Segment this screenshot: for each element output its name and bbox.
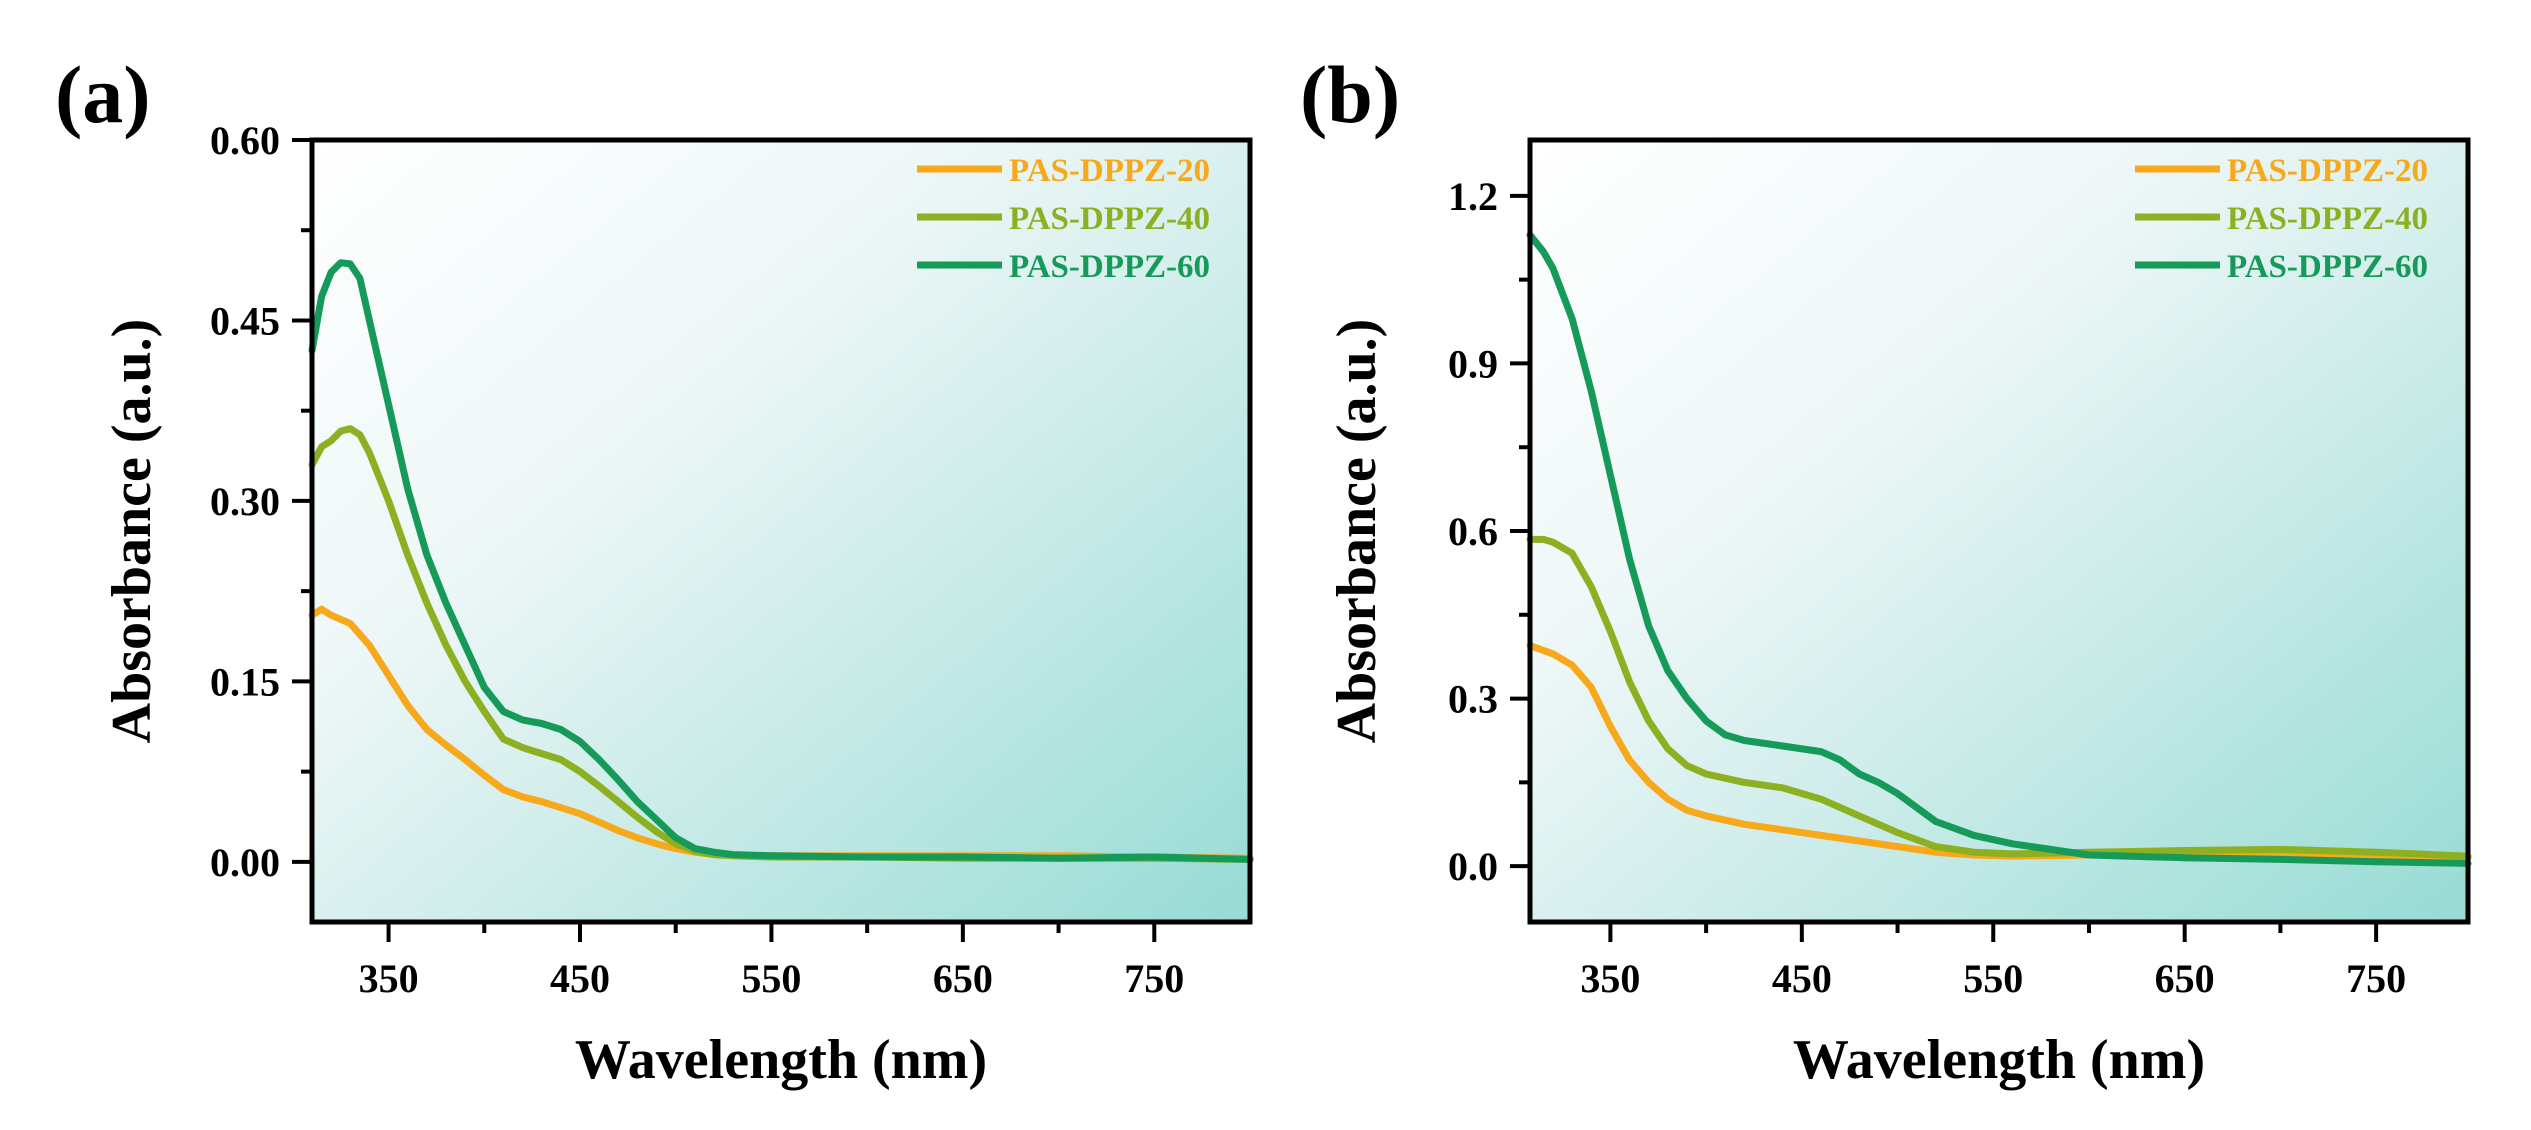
panel-b: (b) 350 450 550 650 750 0.0 0.3 0.6 0.9 1.2 PAS-D…	[1300, 49, 2472, 1091]
x-tick-label: 750	[2346, 956, 2406, 1001]
panel-a: (a) 350 450 550 650 7500.000.150.300.450.60 …	[55, 49, 1254, 1091]
y-tick-label: 0.45	[210, 298, 280, 343]
plot-area-background	[1530, 140, 2468, 922]
y-tick-label: 0.60	[210, 118, 280, 163]
legend-label: PAS-DPPZ-60	[2227, 249, 2428, 285]
y-axis-label: Absorbance (a.u.)	[101, 319, 163, 744]
x-tick-label: 350	[359, 956, 419, 1001]
x-tick-label: 350	[1580, 956, 1640, 1001]
y-tick-label: 1.2	[1448, 174, 1498, 219]
x-tick-label: 450	[1772, 956, 1832, 1001]
panel-label: (b)	[1300, 49, 1400, 140]
y-tick-label: 0.30	[210, 479, 280, 524]
x-tick-label: 650	[933, 956, 993, 1001]
y-tick-label: 0.9	[1448, 341, 1498, 386]
y-tick-label: 0.3	[1448, 677, 1498, 722]
y-axis-label: Absorbance (a.u.)	[1326, 319, 1388, 744]
panel-label: (a)	[55, 49, 151, 140]
x-tick-label: 750	[1124, 956, 1184, 1001]
series-line-pas-dppz-40	[1526, 535, 2472, 860]
series-layer	[1526, 231, 2472, 867]
legend: PAS-DPPZ-20 PAS-DPPZ-40 PAS-DPPZ-60	[2135, 153, 2428, 285]
x-axis-label: Wavelength (nm)	[575, 1029, 987, 1091]
y-tick-label: 0.15	[210, 659, 280, 704]
plot-frame	[1527, 137, 2471, 925]
plot-area-background	[312, 140, 1250, 922]
legend-label: PAS-DPPZ-20	[2227, 153, 2428, 189]
x-tick-label: 550	[1963, 956, 2023, 1001]
legend-label: PAS-DPPZ-20	[1009, 153, 1210, 189]
series-line-pas-dppz-60	[308, 259, 1254, 863]
x-axis-label: Wavelength (nm)	[1793, 1029, 2205, 1091]
legend: PAS-DPPZ-20 PAS-DPPZ-40 PAS-DPPZ-60	[917, 153, 1210, 285]
series-line-pas-dppz-60	[1526, 231, 2472, 867]
ticks-layer: 350 450 550 650 750 0.00 0.15 0.30 0.45 0.60	[210, 118, 1184, 1001]
legend-label: PAS-DPPZ-40	[2227, 201, 2428, 237]
x-tick-label: 650	[2155, 956, 2215, 1001]
plot-frame	[309, 137, 1253, 925]
y-tick-label: 0.6	[1448, 509, 1498, 554]
legend-label: PAS-DPPZ-60	[1009, 249, 1210, 285]
series-layer	[308, 259, 1254, 863]
legend-label: PAS-DPPZ-40	[1009, 201, 1210, 237]
x-tick-label: 550	[741, 956, 801, 1001]
y-tick-label: 0.00	[210, 840, 280, 885]
x-tick-label: 450	[550, 956, 610, 1001]
y-tick-label: 0.0	[1448, 844, 1498, 889]
